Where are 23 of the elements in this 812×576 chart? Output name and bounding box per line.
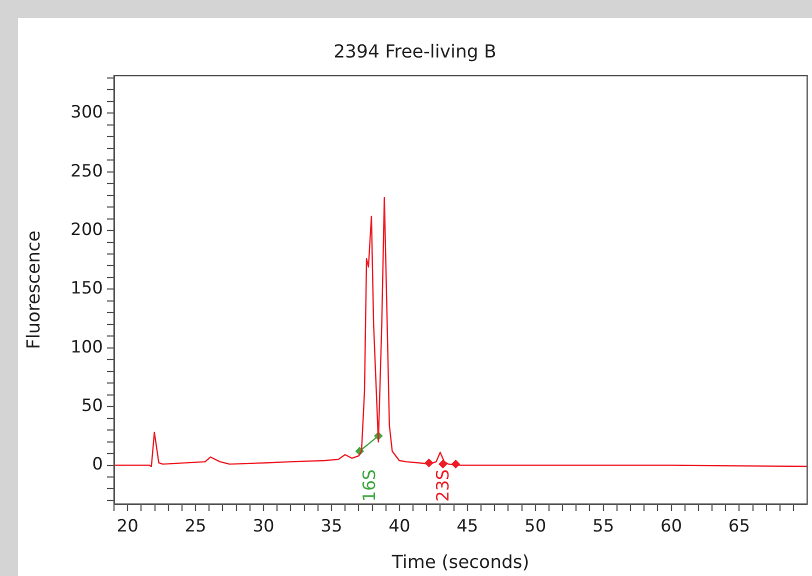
y-tick-label: 0 bbox=[92, 454, 103, 475]
y-tick-label: 300 bbox=[70, 102, 103, 123]
chart-title: 2394 Free-living B bbox=[334, 41, 496, 62]
x-tick-label: 60 bbox=[660, 516, 682, 537]
point bbox=[438, 460, 448, 468]
x-tick-label: 55 bbox=[592, 516, 614, 537]
x-tick-label: 50 bbox=[524, 516, 546, 537]
y-tick-label: 100 bbox=[70, 337, 103, 358]
annotation: 23S bbox=[433, 469, 454, 502]
x-tick-label: 25 bbox=[184, 516, 206, 537]
x-tick-label: 30 bbox=[252, 516, 274, 537]
y-tick-label: 200 bbox=[70, 220, 103, 240]
y-tick-label: 250 bbox=[70, 161, 103, 182]
y-axis-title: Fluorescence bbox=[23, 230, 44, 350]
x-tick-label: 20 bbox=[116, 516, 138, 537]
x-tick-label: 35 bbox=[320, 516, 342, 537]
x-tick-label: 65 bbox=[728, 516, 750, 537]
y-tick-label: 150 bbox=[70, 278, 103, 299]
x-tick-label: 45 bbox=[456, 516, 478, 537]
y-tick-label: 50 bbox=[81, 396, 103, 416]
x-tick-label: 40 bbox=[388, 516, 410, 537]
annotation: 16S bbox=[360, 469, 380, 502]
x-axis-title: Time (seconds) bbox=[390, 552, 530, 573]
